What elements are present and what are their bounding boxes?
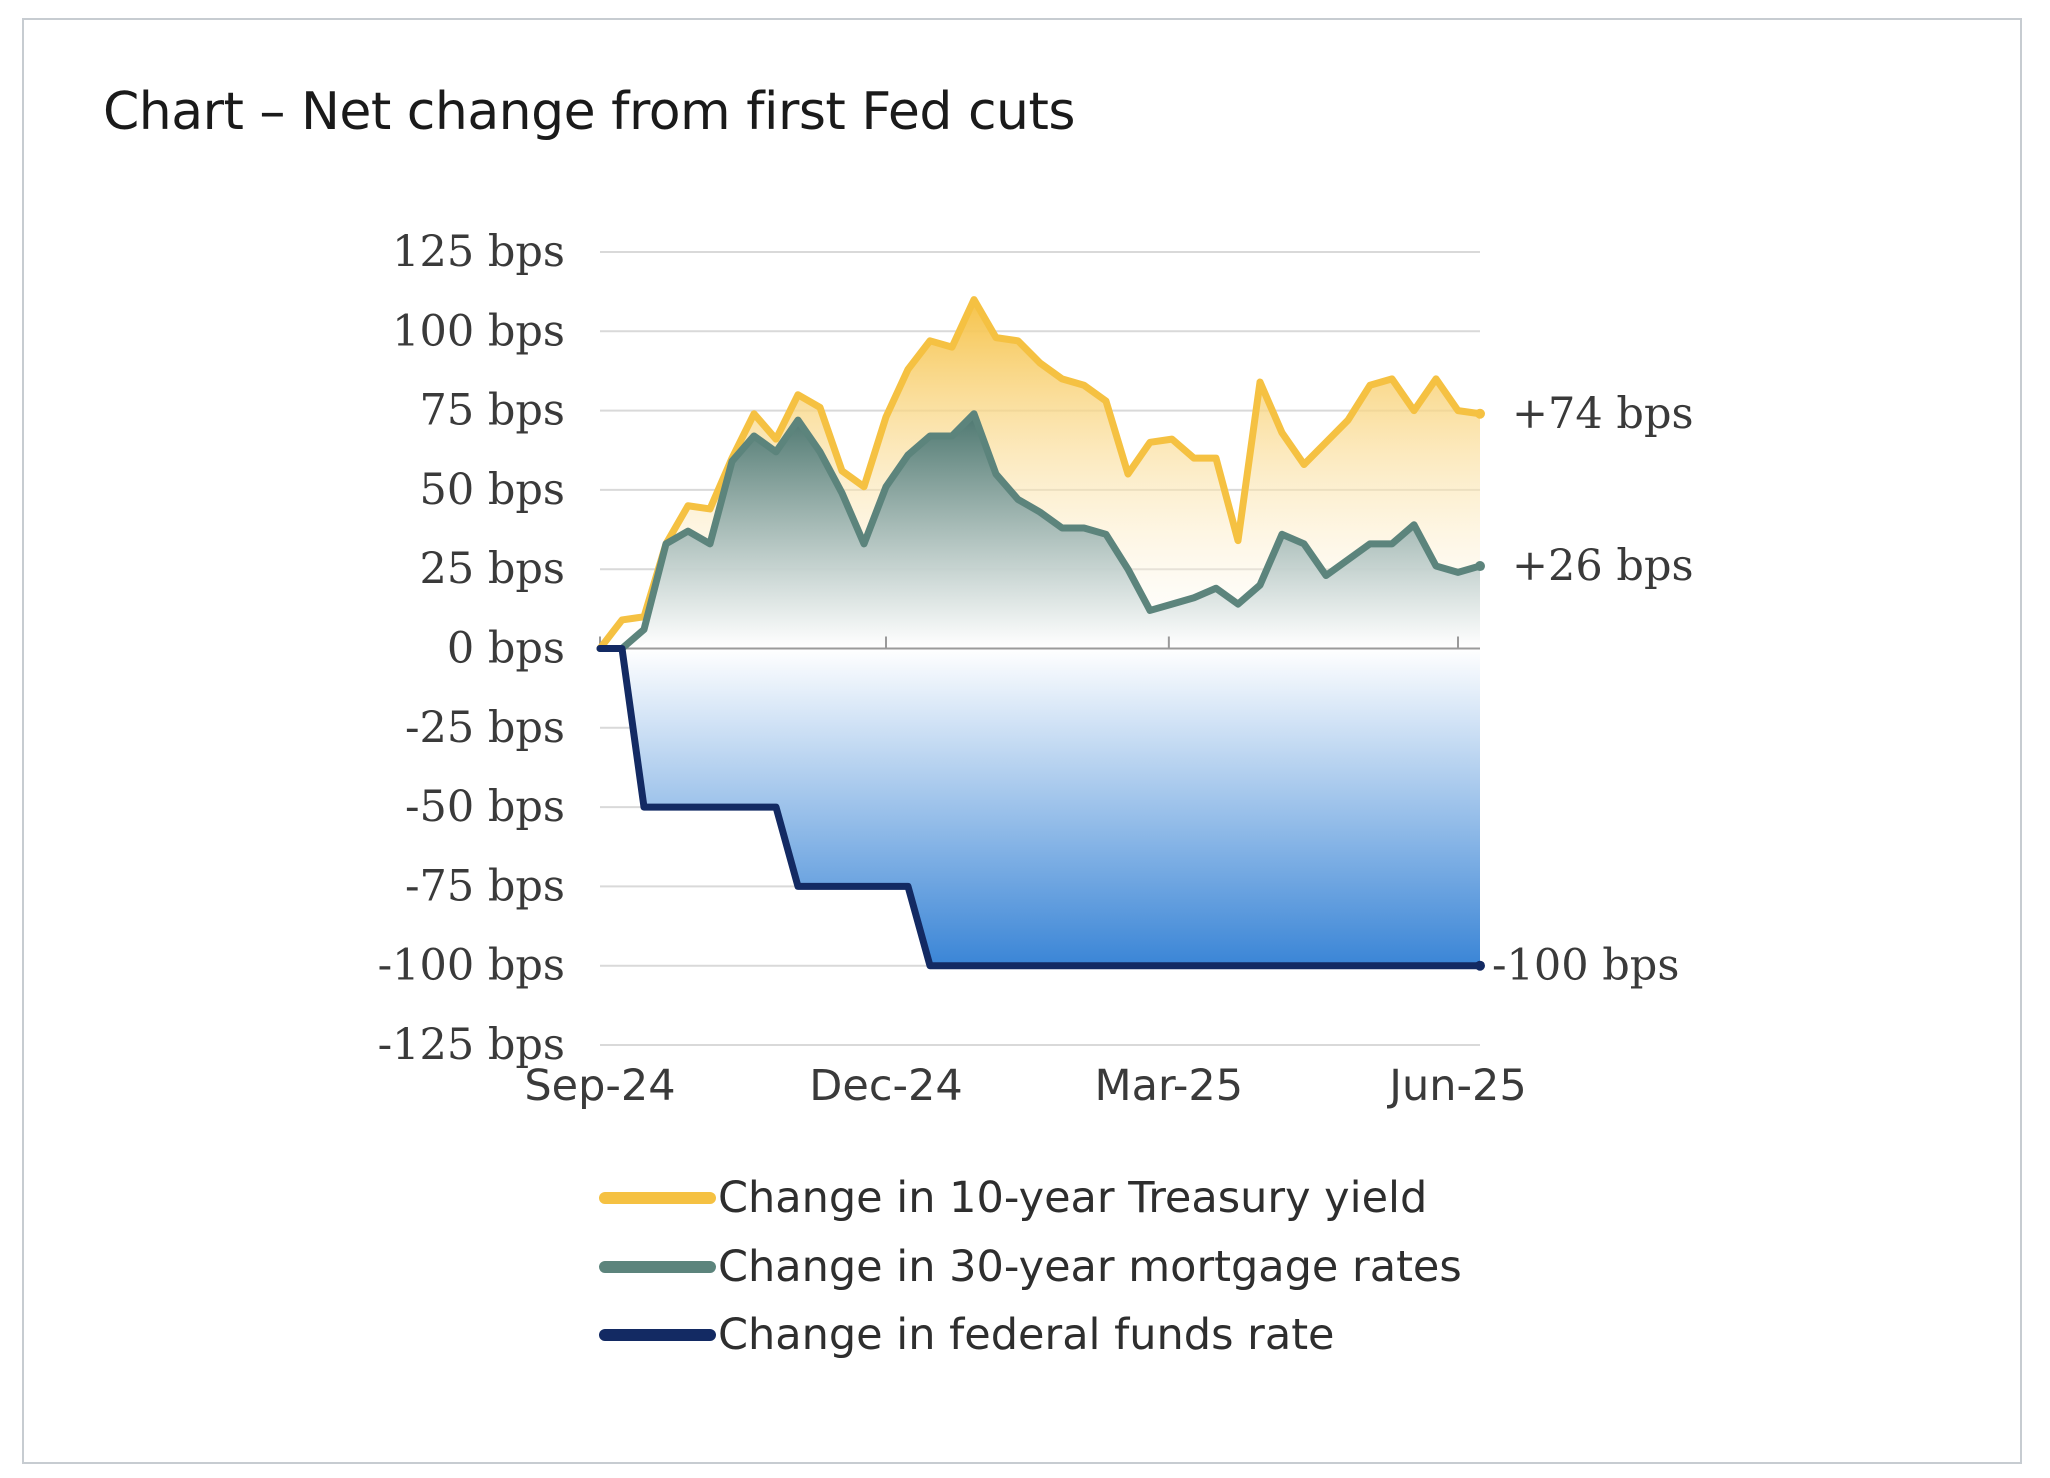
series-line-2 <box>596 410 1484 652</box>
y-tick-label: 125 bps <box>392 227 565 277</box>
x-tick-label: Jun-25 <box>1386 1061 1526 1111</box>
series-end-label: +74 bps <box>1512 389 1694 439</box>
chart-title: Chart – Net change from first Fed cuts <box>103 82 1075 142</box>
y-tick-label: -75 bps <box>405 861 565 911</box>
y-tick-label: 100 bps <box>392 306 565 356</box>
y-tick-label: -125 bps <box>378 1020 565 1070</box>
series-end-label: -100 bps <box>1492 941 1679 991</box>
y-tick-label: -100 bps <box>378 941 565 991</box>
series-end-point <box>1475 408 1485 419</box>
y-tick-label: 75 bps <box>419 386 565 436</box>
x-tick-label: Mar-25 <box>1095 1061 1244 1111</box>
tick-labels: 125 bps 100 bps 75 bps 50 bps 25 bps 0 bps -25… <box>378 227 1694 1111</box>
series-line-3 <box>596 645 1484 970</box>
x-tick-label: Dec-24 <box>809 1061 962 1111</box>
x-tick-label: Sep-24 <box>524 1061 675 1111</box>
legend-label: Change in 30-year mortgage rates <box>718 1242 1462 1292</box>
y-tick-label: 25 bps <box>419 544 565 594</box>
series-end-label: +26 bps <box>1512 541 1694 591</box>
series-end-point <box>1475 960 1485 971</box>
series-end-point <box>1475 561 1485 572</box>
series-line-1 <box>596 296 1484 652</box>
legend-label: Change in federal funds rate <box>718 1310 1335 1360</box>
y-tick-label: -50 bps <box>405 782 565 832</box>
series-lines <box>596 296 1485 971</box>
y-tick-label: 0 bps <box>447 624 565 674</box>
legend-label: Change in 10-year Treasury yield <box>718 1173 1427 1223</box>
legend: Change in 10-year Treasury yield Change i… <box>599 1173 1462 1360</box>
series-area-2 <box>600 413 1480 649</box>
y-tick-label: 50 bps <box>419 465 565 515</box>
area-fills <box>600 299 1480 966</box>
y-tick-label: -25 bps <box>405 703 565 753</box>
